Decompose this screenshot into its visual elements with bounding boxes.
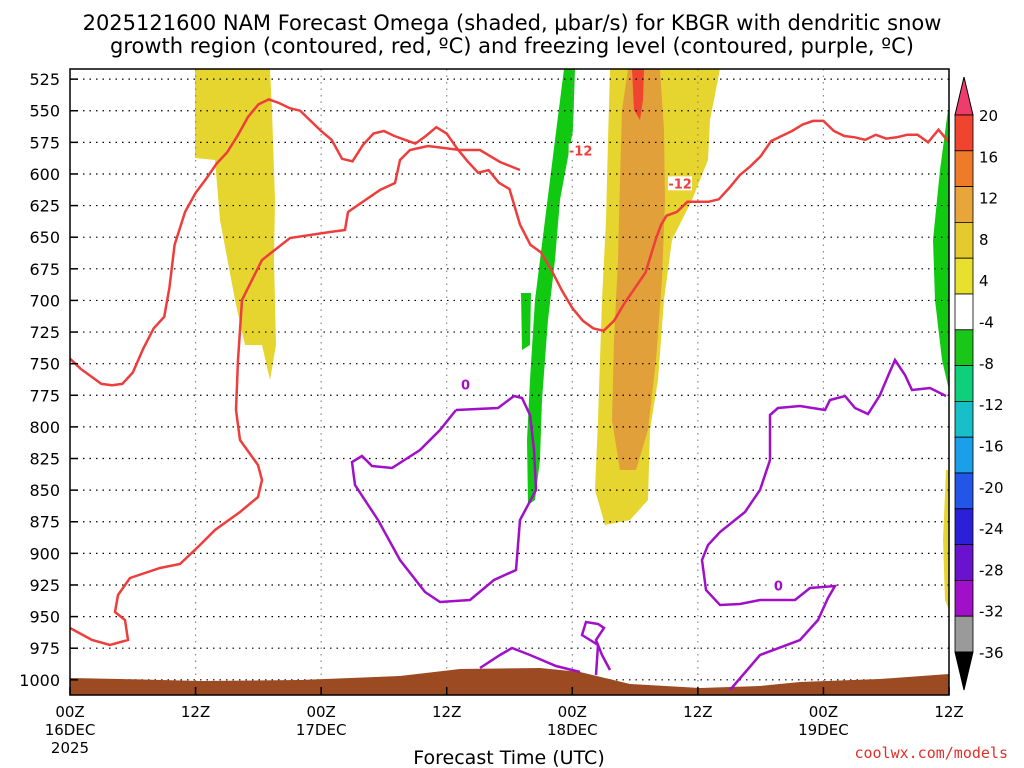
credit-text: coolwx.com/models (854, 744, 1008, 762)
x-tick-date-4: 18DEC (547, 721, 598, 739)
colorbar-label-11: -28 (979, 561, 1004, 579)
colorbar-segment-8 (954, 400, 974, 438)
colorbar-label-1: 16 (979, 148, 998, 166)
x-tick-year-0: 2025 (51, 739, 89, 757)
x-tick-label-5: 12Z (683, 703, 712, 721)
colorbar-segment-3 (954, 221, 974, 259)
colorbar-segment-10 (954, 472, 974, 510)
x-tick-label-0: 00Z (55, 703, 84, 721)
x-tick-label-1: 12Z (181, 703, 210, 721)
omega-shade-red-1 (632, 69, 644, 120)
y-tick-label-1000: 1000 (19, 671, 60, 690)
colorbar-segment-13 (954, 580, 974, 617)
freezing-level-contour-3 (479, 646, 581, 674)
contour-label-2: 0 (461, 378, 470, 393)
omega-shade-green-3 (933, 110, 949, 390)
colorbar-segment-14 (954, 615, 974, 653)
y-tick-label-625: 625 (29, 197, 60, 216)
colorbar-segment-1 (954, 150, 974, 188)
dgz-contour-line-2 (69, 144, 521, 647)
y-tick-label-650: 650 (29, 228, 60, 247)
contour-label-bg-2 (453, 377, 478, 392)
x-tick-label-6: 00Z (809, 703, 838, 721)
colorbar-segment-5 (954, 293, 974, 331)
y-tick-label-700: 700 (29, 291, 60, 310)
colorbar-label-9: -20 (979, 479, 1004, 497)
omega-shade-orange-1 (612, 69, 665, 470)
plot-area (70, 69, 949, 695)
omega-shade-green-2 (521, 293, 531, 350)
omega-shade-green-1 (527, 69, 575, 505)
y-tick-label-550: 550 (29, 102, 60, 121)
colorbar-label-13: -36 (979, 644, 1004, 662)
y-tick-label-600: 600 (29, 165, 60, 184)
y-tick-label-800: 800 (29, 418, 60, 437)
contour-label-bg-3 (766, 578, 791, 593)
x-tick-label-3: 12Z (432, 703, 461, 721)
dgz-contour-line (69, 98, 950, 387)
freezing-level-contour-2 (700, 357, 947, 691)
x-tick-date-0: 16DEC (45, 721, 96, 739)
colorbar-label-7: -12 (979, 396, 1004, 414)
colorbar-segment-0 (954, 114, 974, 152)
y-axis: 525 550 575 600 625 650 675 700 725 750 775 800 825 8… (19, 70, 78, 690)
contour-label-0: -12 (569, 144, 593, 159)
x-axis-label: Forecast Time (UTC) (413, 747, 604, 768)
colorbar-label-0: 20 (979, 107, 998, 125)
x-tick-label-2: 00Z (306, 703, 335, 721)
y-tick-label-750: 750 (29, 355, 60, 374)
x-tick-label-4: 00Z (558, 703, 587, 721)
y-tick-label-775: 775 (29, 386, 60, 405)
colorbar-segment-4 (954, 257, 974, 295)
contour-label-1: -12 (668, 177, 692, 192)
chart-title-line2: growth region (contoured, red, ºC) and f… (110, 34, 914, 58)
omega-shade-yellow-3 (943, 470, 949, 610)
colorbar-segment-9 (954, 436, 974, 474)
y-tick-label-850: 850 (29, 481, 60, 500)
colorbar-segment-12 (954, 544, 974, 581)
terrain-ground (70, 668, 949, 695)
y-tick-label-900: 900 (29, 544, 60, 563)
contour-label-bg-1 (668, 176, 693, 191)
y-tick-label-925: 925 (29, 576, 60, 595)
colorbar-label-4: 4 (979, 272, 989, 290)
y-tick-label-875: 875 (29, 513, 60, 532)
colorbar-segment-2 (954, 186, 974, 223)
y-tick-label-575: 575 (29, 133, 60, 152)
freezing-level-contour-1 (350, 394, 538, 604)
colorbar-segment-11 (954, 508, 974, 545)
colorbar: 20 16 12 8 4 -4 -8 -12 -16 -20 -24 -28 -32 -36 (954, 76, 1004, 691)
colorbar-label-5: -4 (979, 314, 994, 332)
plot-frame (69, 68, 950, 696)
freezing-level-contour-4 (580, 620, 612, 676)
contour-label-bg-0 (568, 143, 593, 158)
colorbar-segment-7 (954, 365, 974, 402)
x-tick-date-6: 19DEC (798, 721, 849, 739)
colorbar-segment-6 (954, 329, 974, 366)
chart-title: 2025121600 NAM Forecast Omega (shaded, μ… (83, 11, 942, 35)
y-tick-label-725: 725 (29, 323, 60, 342)
x-tick-date-2: 17DEC (296, 721, 347, 739)
y-tick-label-675: 675 (29, 260, 60, 279)
x-tick-label-7: 12Z (934, 703, 963, 721)
colorbar-label-10: -24 (979, 520, 1004, 538)
y-tick-label-525: 525 (29, 70, 60, 89)
colorbar-bottom-arrow (954, 651, 974, 691)
colorbar-top-arrow (954, 76, 974, 116)
colorbar-label-12: -32 (979, 603, 1004, 621)
contour-labels: -12 -12 0 0 (453, 143, 791, 595)
colorbar-label-2: 12 (979, 190, 998, 208)
colorbar-label-8: -16 (979, 437, 1004, 455)
colorbar-label-6: -8 (979, 355, 994, 373)
y-tick-label-950: 950 (29, 608, 60, 627)
contour-label-3: 0 (774, 580, 783, 595)
y-tick-label-975: 975 (29, 639, 60, 658)
grid-lines (70, 69, 949, 695)
omega-shade-yellow-1 (195, 69, 276, 380)
y-tick-label-825: 825 (29, 450, 60, 469)
colorbar-label-3: 8 (979, 231, 989, 249)
